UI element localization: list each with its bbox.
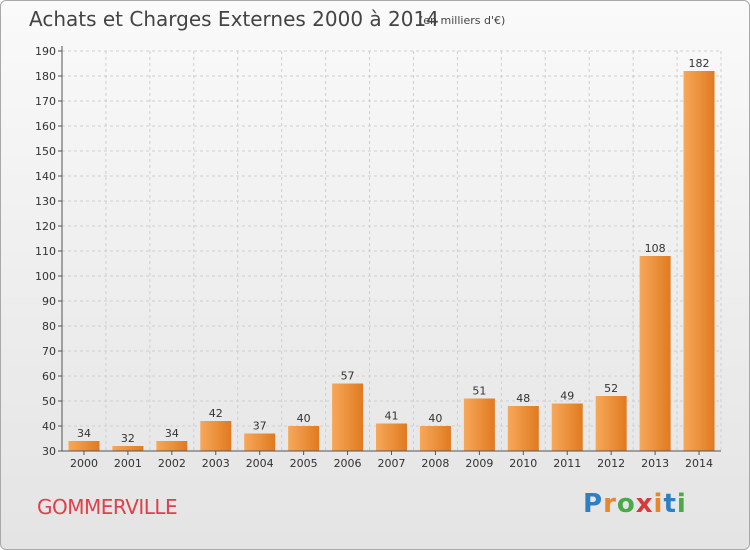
bar	[200, 421, 232, 451]
y-tick-label: 150	[35, 145, 56, 158]
y-tick-label: 90	[42, 295, 56, 308]
bar	[419, 426, 451, 451]
y-tick-label: 70	[42, 345, 56, 358]
logo-letter: i	[653, 489, 664, 519]
y-tick-label: 190	[35, 45, 56, 58]
x-tick-label: 2000	[70, 457, 98, 470]
x-tick-label: 2010	[509, 457, 537, 470]
y-tick-label: 60	[42, 370, 56, 383]
chart-title: Achats et Charges Externes 2000 à 2014	[29, 7, 439, 31]
bar	[507, 406, 539, 451]
x-tick-label: 2008	[421, 457, 449, 470]
x-tick-label: 2003	[202, 457, 230, 470]
x-tick-label: 2014	[685, 457, 713, 470]
y-tick-label: 100	[35, 270, 56, 283]
y-tick-label: 80	[42, 320, 56, 333]
chart-unit: (en milliers d'€)	[419, 14, 506, 27]
bar	[332, 383, 364, 451]
data-label: 48	[516, 392, 530, 405]
y-tick-label: 110	[35, 245, 56, 258]
y-tick-label: 40	[42, 420, 56, 433]
x-tick-label: 2004	[246, 457, 274, 470]
bar	[244, 433, 276, 451]
grid-lines	[61, 50, 722, 452]
bar	[683, 71, 715, 451]
x-tick-label: 2001	[114, 457, 142, 470]
logo-letter: t	[663, 489, 677, 519]
x-tick-label: 2012	[597, 457, 625, 470]
y-tick-label: 130	[35, 195, 56, 208]
x-tick-label: 2009	[465, 457, 493, 470]
data-label: 32	[121, 432, 135, 445]
data-label: 108	[645, 242, 666, 255]
data-label: 57	[341, 370, 355, 383]
data-label: 34	[165, 427, 179, 440]
data-label: 40	[297, 412, 311, 425]
bar	[595, 396, 627, 451]
y-tick-label: 30	[42, 445, 56, 458]
data-label: 51	[472, 385, 486, 398]
data-label: 182	[689, 57, 710, 70]
x-tick-label: 2006	[334, 457, 362, 470]
data-label: 49	[560, 390, 574, 403]
commune-name: GOMMERVILLE	[37, 495, 178, 519]
bar	[639, 256, 671, 451]
data-label: 41	[385, 410, 399, 423]
logo-letter: i	[676, 489, 687, 519]
logo-letter: x	[635, 489, 654, 519]
y-tick-label: 180	[35, 70, 56, 83]
proxiti-logo: Proxiti	[583, 489, 687, 519]
bar	[288, 426, 320, 451]
bar	[68, 441, 100, 451]
bar	[463, 398, 495, 451]
y-tick-label: 160	[35, 120, 56, 133]
bars: 34 32 34 42 37 40 57 41 40 51 48 49 52 108 182	[68, 57, 715, 451]
logo-letter: P	[583, 489, 604, 519]
x-tick-label: 2013	[641, 457, 669, 470]
y-tick-label: 120	[35, 220, 56, 233]
y-tick-label: 50	[42, 395, 56, 408]
x-tick-label: 2007	[378, 457, 406, 470]
bar	[156, 441, 188, 451]
x-tick-label: 2011	[553, 457, 581, 470]
data-label: 37	[253, 420, 267, 433]
bar	[551, 403, 583, 451]
x-tick-label: 2005	[290, 457, 318, 470]
logo-letter: o	[616, 489, 636, 519]
y-tick-label: 170	[35, 95, 56, 108]
bar	[376, 423, 407, 451]
data-label: 52	[604, 382, 618, 395]
data-label: 40	[428, 412, 442, 425]
y-tick-label: 140	[35, 170, 56, 183]
axes: 30 40 50 60 70 80 90 100 110 120 130 140 150 160 170 18…	[35, 45, 721, 470]
data-label: 34	[77, 427, 91, 440]
data-label: 42	[209, 407, 223, 420]
logo-letter: r	[603, 489, 617, 519]
x-tick-label: 2002	[158, 457, 186, 470]
bar	[112, 446, 144, 451]
